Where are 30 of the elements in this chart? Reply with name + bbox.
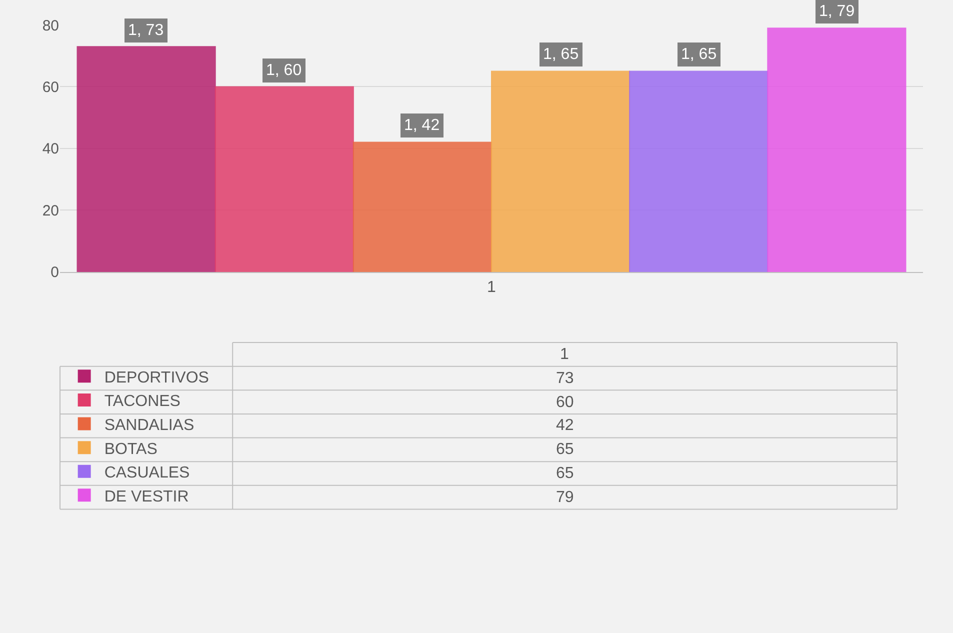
y-tick-label: 20 — [42, 202, 59, 220]
legend-label: DE VESTIR — [104, 488, 189, 506]
legend-label: CASUALES — [104, 464, 190, 482]
y-tick-label: 0 — [50, 264, 59, 282]
text: 65 — [556, 441, 574, 458]
text: 73 — [556, 370, 574, 387]
bar — [352, 142, 492, 272]
bar — [214, 86, 354, 272]
annotation: 1, 60 — [266, 62, 302, 79]
y-tick-label: 60 — [42, 78, 59, 96]
legend-label: TACONES — [104, 393, 180, 410]
bar — [767, 28, 906, 272]
text: 79 — [556, 489, 574, 506]
bar — [629, 70, 768, 272]
annotation: 1, 65 — [681, 46, 717, 63]
text: 60 — [556, 394, 574, 411]
y-tick-label: 40 — [42, 140, 59, 158]
annotation: 1, 65 — [543, 46, 579, 63]
text: 1, 79 — [819, 3, 855, 20]
bar — [76, 46, 216, 272]
legend-label: BOTAS — [104, 440, 158, 458]
text: 65 — [556, 465, 574, 482]
annotation: 1, 42 — [404, 117, 440, 134]
annotation: 1, 73 — [128, 22, 164, 39]
category-label: 1 — [560, 346, 569, 363]
y-tick-label: 80 — [42, 17, 59, 34]
text: 42 — [556, 417, 574, 434]
legend-label: DEPORTIVOS — [104, 369, 209, 386]
bar — [491, 70, 630, 272]
legend-label: SANDALIAS — [104, 417, 194, 434]
